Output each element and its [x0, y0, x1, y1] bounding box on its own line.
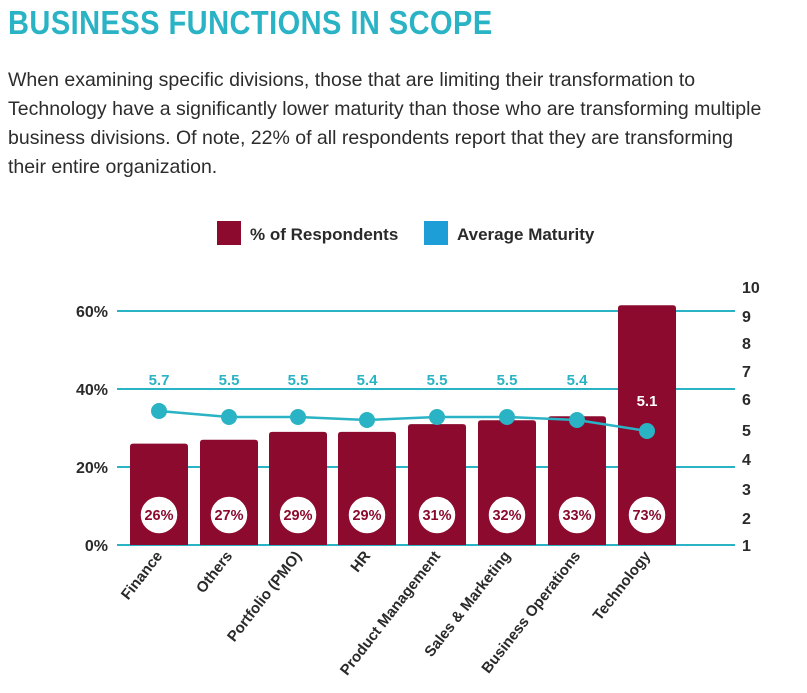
right-axis-tick: 8 — [742, 336, 751, 353]
left-axis-tick: 0% — [85, 538, 108, 555]
left-axis-tick: 40% — [76, 382, 108, 399]
bar-value-label: 29% — [283, 508, 312, 524]
bar-value-label: 73% — [632, 508, 661, 524]
category-label: Finance — [118, 548, 166, 603]
maturity-value-label: 5.4 — [567, 372, 589, 389]
maturity-point — [429, 409, 445, 425]
maturity-value-label: 5.5 — [497, 372, 518, 389]
bar-value-label: 29% — [352, 508, 381, 524]
page-title: BUSINESS FUNCTIONS IN SCOPE — [8, 4, 493, 41]
bar-value-label: 32% — [492, 508, 521, 524]
average-maturity-line: 5.7 5.5 5.5 5.4 5.5 5.5 5.4 5.1 — [149, 372, 658, 439]
right-axis-tick: 2 — [742, 511, 751, 528]
category-label: HR — [347, 548, 374, 576]
maturity-value-label: 5.5 — [427, 372, 448, 389]
left-axis: 0% 20% 40% 60% — [76, 304, 108, 555]
intro-line: Technology have a significantly lower ma… — [8, 98, 762, 120]
intro-paragraph: When examining specific divisions, those… — [8, 66, 803, 182]
maturity-point — [499, 409, 515, 425]
bar-value-badge — [417, 495, 457, 535]
category-label: Technology — [590, 547, 655, 623]
right-axis-tick: 3 — [742, 482, 751, 499]
legend-swatch-respondents — [217, 221, 241, 245]
intro-line: When examining specific divisions, those… — [8, 69, 696, 91]
bar-value-badge — [347, 495, 387, 535]
maturity-point — [569, 412, 585, 428]
right-axis-tick: 1 — [742, 538, 751, 555]
legend: % of Respondents Average Maturity — [217, 221, 595, 245]
category-label: Others — [193, 548, 236, 597]
bar-value-badge — [627, 495, 667, 535]
right-axis-tick: 5 — [742, 423, 751, 440]
bar-value-badge — [139, 495, 179, 535]
maturity-value-label: 5.4 — [357, 372, 379, 389]
maturity-value-label: 5.5 — [288, 372, 309, 389]
left-axis-tick: 20% — [76, 460, 108, 477]
right-axis-tick: 9 — [742, 309, 751, 326]
bar-value-badge — [278, 495, 318, 535]
legend-label-respondents: % of Respondents — [250, 225, 398, 244]
bars: 26% 27% 29% 29% 31% 32% 33% 73% — [130, 305, 676, 545]
maturity-point — [359, 412, 375, 428]
right-axis: 1 2 3 4 5 6 7 8 9 10 — [742, 280, 760, 555]
bar-value-badge — [557, 495, 597, 535]
bar-value-label: 31% — [422, 508, 451, 524]
maturity-value-label: 5.5 — [219, 372, 240, 389]
bar-value-badge — [487, 495, 527, 535]
right-axis-tick: 10 — [742, 280, 760, 297]
right-axis-tick: 4 — [742, 452, 751, 469]
bar-value-badge — [209, 495, 249, 535]
left-axis-tick: 60% — [76, 304, 108, 321]
maturity-point — [221, 409, 237, 425]
bar-value-label: 27% — [214, 508, 243, 524]
legend-label-maturity: Average Maturity — [457, 225, 595, 244]
bar-value-label: 26% — [144, 508, 173, 524]
bar-value-label: 33% — [562, 508, 591, 524]
intro-line: business divisions. Of note, 22% of all … — [8, 127, 734, 149]
right-axis-tick: 6 — [742, 392, 751, 409]
legend-swatch-maturity — [424, 221, 448, 245]
maturity-line-path — [158, 409, 648, 433]
maturity-value-label: 5.1 — [637, 393, 658, 410]
maturity-point — [151, 403, 167, 419]
intro-line: their entire organization. — [8, 156, 218, 178]
maturity-point — [639, 423, 655, 439]
maturity-point — [290, 409, 306, 425]
maturity-value-label: 5.7 — [149, 372, 170, 389]
right-axis-tick: 7 — [742, 364, 751, 381]
category-label: Portfolio (PMO) — [224, 548, 305, 645]
